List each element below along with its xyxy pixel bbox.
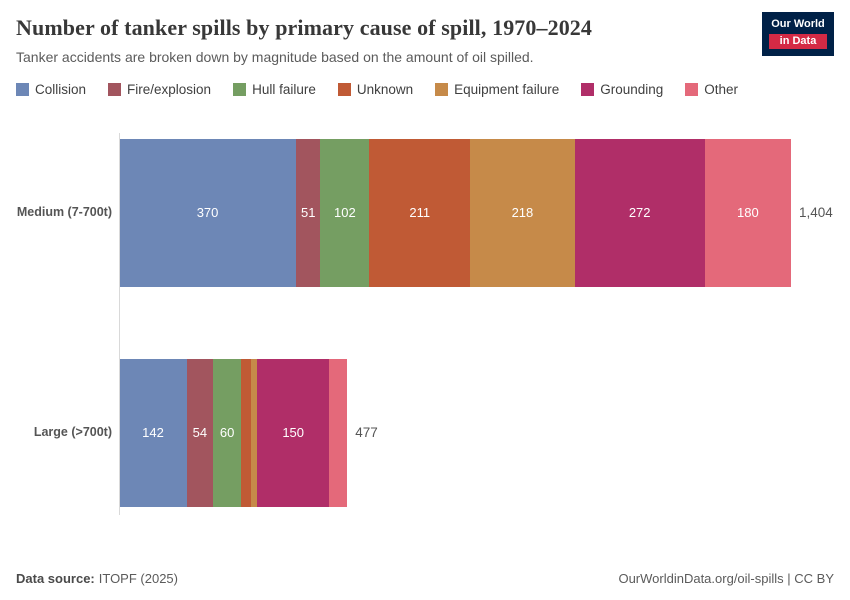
owid-logo-line2: in Data [769, 33, 827, 50]
legend-item-other[interactable]: Other [685, 82, 738, 97]
legend-label: Collision [35, 81, 87, 97]
bar-segment-other[interactable] [329, 358, 348, 507]
legend-item-equipment-failure[interactable]: Equipment failure [435, 82, 559, 97]
legend-label: Unknown [356, 81, 414, 97]
data-source-label: Data source: [16, 571, 95, 586]
header: Number of tanker spills by primary cause… [0, 0, 850, 66]
y-axis-line [119, 132, 120, 515]
chart-title: Number of tanker spills by primary cause… [16, 15, 592, 40]
legend-label: Fire/explosion [127, 81, 212, 97]
legend-swatch-unknown [337, 82, 351, 96]
owid-logo: Our World in Data [762, 12, 834, 57]
legend-label: Equipment failure [454, 81, 560, 97]
legend-item-unknown[interactable]: Unknown [337, 81, 414, 97]
data-source-value: ITOPF (2025) [98, 571, 178, 586]
footer: Data source: ITOPF (2025) OurWorldinData.… [16, 571, 834, 586]
legend-item-grounding[interactable]: Grounding [581, 82, 663, 97]
chart-subtitle: Tanker accidents are broken down by magn… [16, 48, 534, 65]
bar-segment-hull-failure[interactable]: 60 [212, 358, 242, 507]
legend-item-fire-explosion[interactable]: Fire/explosion [108, 82, 211, 97]
bar-segment-equipment-failure[interactable] [251, 358, 258, 507]
legend-swatch-fire-explosion [108, 82, 122, 96]
bar-segment-fire-explosion[interactable]: 54 [187, 358, 213, 507]
chart-row-large-700t: Large (>700t) 142 54 60 150 477 [16, 358, 834, 507]
bar-segment-unknown[interactable]: 211 [369, 138, 471, 287]
owid-logo-line1: Our World [771, 18, 825, 30]
data-source: Data source: ITOPF (2025) [16, 571, 178, 586]
bar-segment-grounding[interactable]: 150 [257, 358, 330, 507]
legend-label: Grounding [600, 81, 664, 97]
bar-total: 477 [355, 425, 378, 441]
category-label: Large (>700t) [33, 425, 112, 440]
category-label: Medium (7-700t) [16, 205, 112, 220]
bar-segment-equipment-failure[interactable]: 218 [470, 138, 575, 287]
chart-row-medium-7-700t: Medium (7-700t) 370 51 102 211 218 272 180 1,404 [16, 138, 834, 287]
bar-segment-fire-explosion[interactable]: 51 [296, 138, 321, 287]
chart-area: Medium (7-700t) 370 51 102 211 218 272 180 1,404… [16, 132, 834, 515]
legend-swatch-grounding [581, 82, 595, 96]
legend-item-collision[interactable]: Collision [16, 82, 86, 97]
legend-swatch-hull-failure [233, 82, 247, 96]
legend-label: Other [704, 81, 739, 97]
bar-segment-grounding[interactable]: 272 [574, 138, 705, 287]
legend-item-hull-failure[interactable]: Hull failure [233, 82, 316, 97]
bar-segment-other[interactable]: 180 [704, 138, 791, 287]
legend-swatch-collision [16, 82, 29, 96]
chart-rows: Medium (7-700t) 370 51 102 211 218 272 180 1,404… [16, 138, 834, 507]
legend-label: Hull failure [252, 81, 316, 97]
stacked-bar: 142 54 60 150 [119, 358, 348, 507]
bar-segment-hull-failure[interactable]: 102 [320, 138, 370, 287]
bar-segment-unknown[interactable] [241, 358, 252, 507]
stacked-bar: 370 51 102 211 218 272 180 [119, 138, 791, 287]
attribution-link[interactable]: OurWorldinData.org/oil-spills | CC BY [618, 571, 834, 586]
bar-segment-collision[interactable]: 370 [119, 138, 297, 287]
bar-total: 1,404 [798, 205, 833, 221]
legend-swatch-equipment-failure [435, 82, 449, 96]
legend: Collision Fire/explosion Hull failure Unkno… [16, 82, 834, 97]
legend-swatch-other [685, 82, 699, 96]
bar-segment-collision[interactable]: 142 [119, 358, 187, 507]
